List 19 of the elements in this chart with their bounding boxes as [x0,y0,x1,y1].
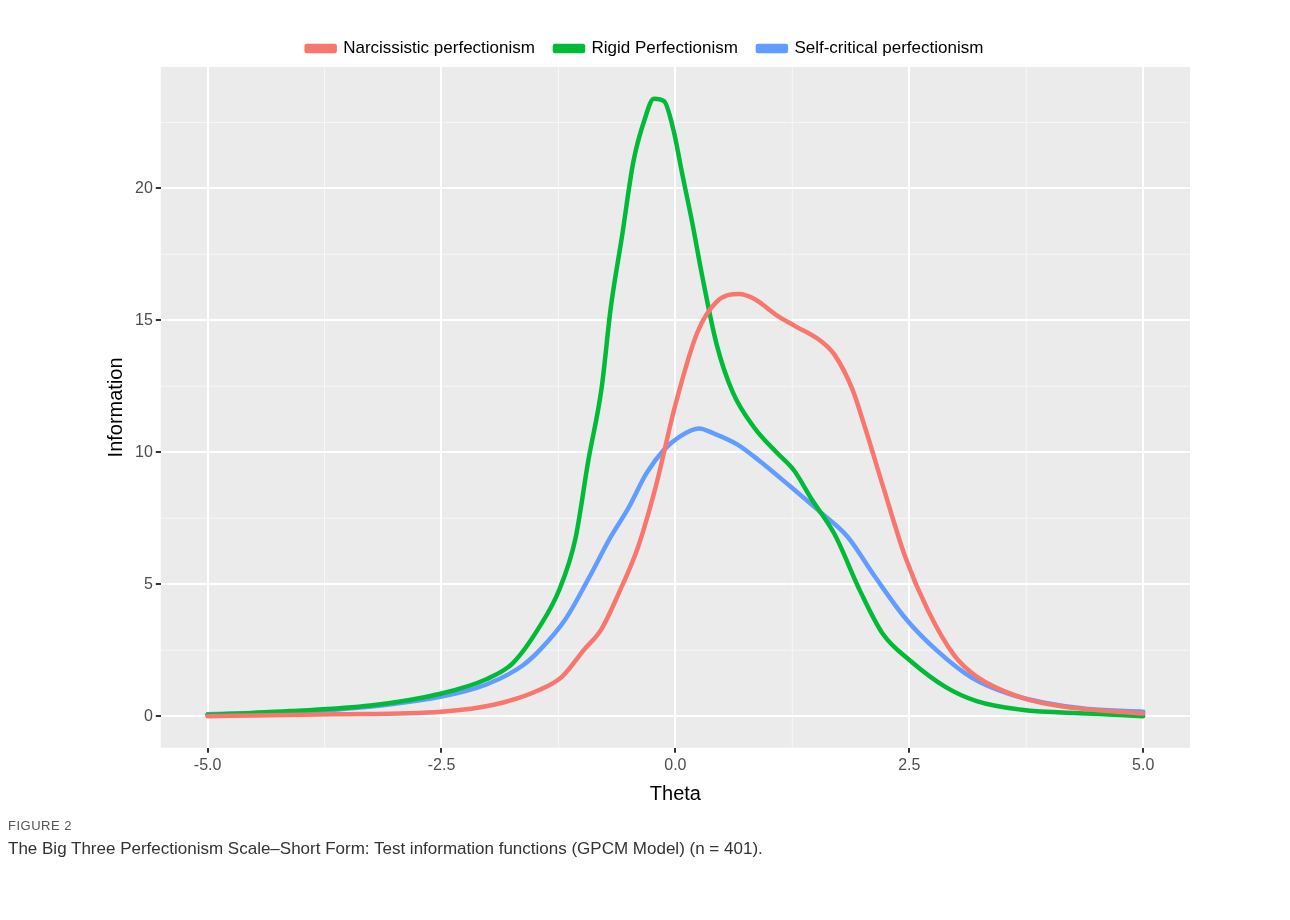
y-tick-label: 15 [135,310,153,328]
line-series [205,96,1146,719]
text: The Big Three Perfectionism Scale–Short Form: Test information functions (GPCM Model) (n = 401). [8,839,764,859]
x-tick-label: -5.0 [193,755,222,773]
y-tick-label: 5 [143,574,153,592]
legend-label: Rigid Perfectionism [591,38,738,58]
legend-label: Self-critical perfectionism [794,38,984,58]
y-axis-title: Information [103,357,126,458]
x-tick-label: -2.5 [427,755,456,773]
legend-label: Narcissistic perfectionism [343,38,535,58]
x-tick-label: 2.5 [898,755,921,773]
y-tick-label: 10 [135,442,153,460]
y-tick-label: 0 [143,706,153,724]
line-series [205,291,1146,719]
x-tick-label: 5.0 [1132,755,1155,773]
x-tick-label: 0.0 [664,755,687,773]
y-tick-label: 20 [135,178,153,196]
x-axis-title: Theta [649,781,702,804]
caption: FIGURE 2 [8,818,73,833]
